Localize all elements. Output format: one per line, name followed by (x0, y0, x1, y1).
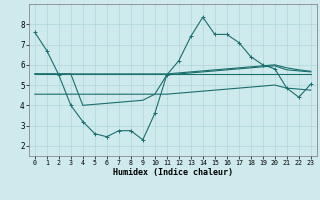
X-axis label: Humidex (Indice chaleur): Humidex (Indice chaleur) (113, 168, 233, 177)
